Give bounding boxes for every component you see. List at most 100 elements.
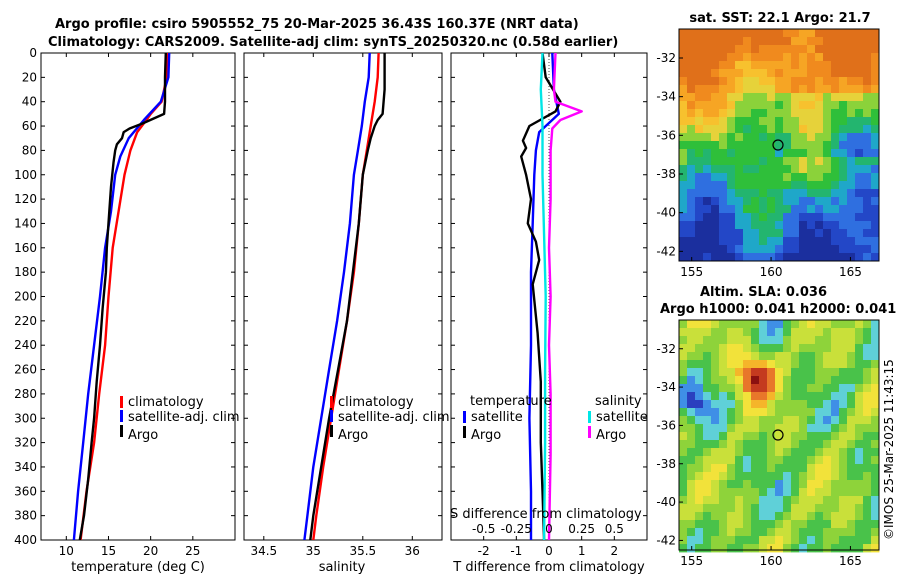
sla-cell bbox=[839, 472, 848, 481]
sst-cell bbox=[751, 77, 760, 86]
sst-cell bbox=[743, 141, 752, 150]
x-tick-label: 34.5 bbox=[250, 544, 277, 558]
y-tick-label: 340 bbox=[14, 460, 37, 474]
sst-cell bbox=[679, 117, 688, 126]
sla-cell bbox=[727, 456, 736, 465]
sla-cell bbox=[711, 464, 720, 473]
sst-cell bbox=[831, 205, 840, 214]
sst-cell bbox=[775, 173, 784, 182]
sst-cell bbox=[831, 237, 840, 246]
sst-cell bbox=[839, 165, 848, 174]
legend-t-argo-label: Argo bbox=[471, 428, 501, 443]
sst-cell bbox=[759, 157, 768, 166]
sst-cell bbox=[727, 189, 736, 198]
sla-cell bbox=[831, 512, 840, 521]
sst-cell bbox=[823, 133, 832, 142]
sla-cell bbox=[719, 432, 728, 441]
sst-cell bbox=[815, 85, 824, 94]
sst-cell bbox=[679, 61, 688, 70]
sst-cell bbox=[839, 213, 848, 222]
sla-cell bbox=[863, 368, 872, 377]
sst-cell bbox=[815, 61, 824, 70]
sst-cell bbox=[863, 237, 872, 246]
sla-cell bbox=[759, 392, 768, 401]
sla-cell bbox=[735, 528, 744, 537]
sla-cell bbox=[679, 336, 688, 345]
salinity-axes bbox=[243, 52, 443, 541]
sla-cell bbox=[767, 392, 776, 401]
sst-cell bbox=[863, 53, 872, 62]
sst-cell bbox=[679, 125, 688, 134]
sla-cell bbox=[719, 480, 728, 489]
sla-cell bbox=[799, 456, 808, 465]
sla-cell bbox=[855, 544, 864, 553]
sla-cell bbox=[791, 392, 800, 401]
sst-map-ticks: 155 160 165-32-34-36-38-40-42 bbox=[656, 51, 861, 279]
sla-cell bbox=[839, 344, 848, 353]
sst-cell bbox=[735, 109, 744, 118]
sst-cell bbox=[823, 149, 832, 158]
sla-cell bbox=[855, 336, 864, 345]
sla-cell bbox=[799, 328, 808, 337]
sla-cell bbox=[815, 360, 824, 369]
sla-cell bbox=[823, 384, 832, 393]
sla-cell bbox=[807, 424, 816, 433]
sst-cell bbox=[695, 45, 704, 54]
sla-cell bbox=[711, 496, 720, 505]
sst-cell bbox=[711, 93, 720, 102]
sla-cell bbox=[815, 344, 824, 353]
sst-cell bbox=[839, 133, 848, 142]
sla-cell bbox=[863, 488, 872, 497]
sla-cell bbox=[767, 440, 776, 449]
sla-cell bbox=[687, 352, 696, 361]
sst-cell bbox=[863, 45, 872, 54]
series-line-t-satellite bbox=[528, 53, 560, 540]
sla-cell bbox=[847, 432, 856, 441]
sla-cell bbox=[687, 384, 696, 393]
sst-cell bbox=[711, 181, 720, 190]
sst-cell bbox=[855, 141, 864, 150]
sla-cell bbox=[743, 464, 752, 473]
sla-cell bbox=[743, 376, 752, 385]
sst-cell bbox=[855, 197, 864, 206]
sst-cell bbox=[855, 69, 864, 78]
sla-cell bbox=[751, 472, 760, 481]
sla-cell bbox=[775, 488, 784, 497]
sst-cell bbox=[839, 61, 848, 70]
sla-cell bbox=[823, 528, 832, 537]
sst-cell bbox=[823, 61, 832, 70]
sla-cell bbox=[679, 512, 688, 521]
sst-cell bbox=[815, 125, 824, 134]
sst-cell bbox=[863, 133, 872, 142]
sla-cell bbox=[719, 400, 728, 409]
sla-cell bbox=[839, 480, 848, 489]
sla-cell bbox=[799, 536, 808, 545]
sst-cell bbox=[703, 181, 712, 190]
sla-cell bbox=[775, 536, 784, 545]
sst-cell bbox=[767, 141, 776, 150]
sst-cell bbox=[815, 149, 824, 158]
sst-cell bbox=[759, 69, 768, 78]
sst-cell bbox=[703, 93, 712, 102]
sla-cell bbox=[727, 544, 736, 553]
sla-cell bbox=[847, 544, 856, 553]
temperature-panel: 0204060801001201401601802002202402602803… bbox=[14, 46, 240, 575]
sst-cell bbox=[695, 157, 704, 166]
legend-t-title: temperature bbox=[470, 394, 552, 409]
sst-cell bbox=[767, 61, 776, 70]
sla-cell bbox=[807, 440, 816, 449]
sla-cell bbox=[751, 448, 760, 457]
sst-cell bbox=[679, 45, 688, 54]
sla-cell bbox=[695, 384, 704, 393]
sla-cell bbox=[799, 336, 808, 345]
sst-cell bbox=[695, 173, 704, 182]
sla-cell bbox=[799, 360, 808, 369]
sla-cell bbox=[831, 400, 840, 409]
sst-cell bbox=[759, 221, 768, 230]
sla-cell bbox=[831, 344, 840, 353]
sla-cell bbox=[743, 416, 752, 425]
sla-cell bbox=[791, 400, 800, 409]
sla-cell bbox=[791, 408, 800, 417]
sst-cell bbox=[823, 117, 832, 126]
sst-cell bbox=[847, 133, 856, 142]
